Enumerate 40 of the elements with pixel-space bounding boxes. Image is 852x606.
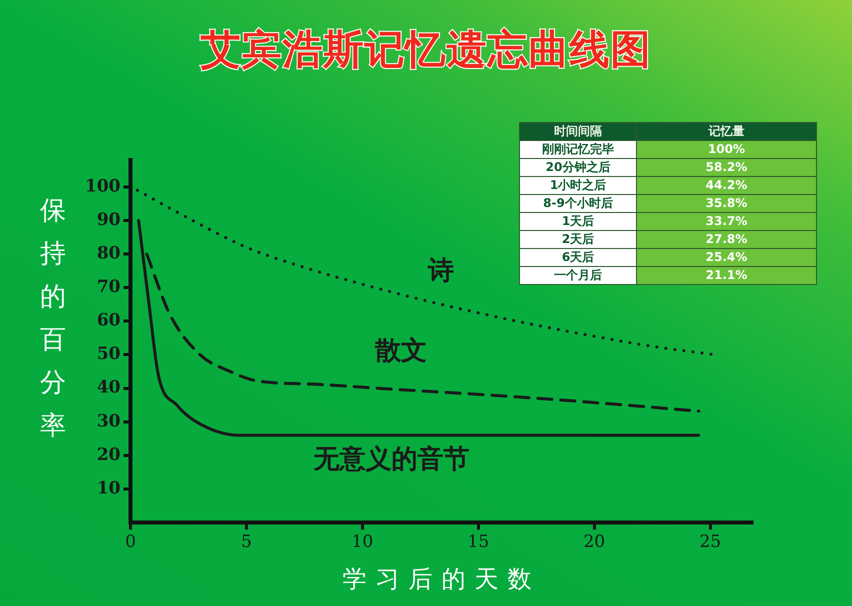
category-label: 8-9个小时后 [520,194,636,212]
text: 时间间隔 [520,122,636,140]
series-label: 散文 [374,336,427,366]
y-tick-label: 30 [96,411,121,432]
y-tick-label: 100 [84,176,121,196]
category-label: 20分钟之后 [520,158,636,176]
text: 33.7% [706,214,748,228]
text: 58.2% [706,160,748,174]
chart-title: 艾宾浩斯记忆遗忘曲线图 [200,26,652,75]
x-tick-label: 20 [583,532,606,552]
x-axis-title: 学习后的天数 [342,564,542,595]
y-tick-label: 90 [96,210,121,230]
category-label: 6天后 [520,248,636,266]
text: 25.4% [706,250,748,264]
x-tick-label: 15 [468,532,490,552]
category-label: 刚刚记忆完毕 [520,140,636,158]
x-tick-label: 10 [352,532,374,552]
series-label: 无意义的音节 [312,444,470,475]
category-label: 2天后 [520,230,636,248]
y-tick-label: 10 [96,478,121,498]
x-tick-label: 25 [699,532,722,552]
text: 44.2% [706,178,748,192]
y-tick-label: 20 [96,444,121,465]
text: 27.8% [706,232,748,246]
x-tick-label: 5 [241,532,252,552]
series-label: 诗 [427,256,454,286]
category-label: 1天后 [520,212,636,230]
category-label: 一个月后 [520,266,636,284]
text: 35.8% [706,196,748,210]
y-tick-label: 50 [96,344,121,364]
category-label: 1小时之后 [520,176,636,194]
text: 100% [708,142,746,156]
y-tick-label: 70 [96,277,121,298]
y-tick-label: 60 [96,310,121,331]
y-tick-label: 40 [96,378,121,398]
y-axis-title: 保持的百分率 [39,195,67,443]
y-tick-label: 80 [96,243,121,264]
x-tick-label: 0 [125,532,136,552]
text: 21.1% [706,268,748,282]
text: 记忆量 [636,122,816,140]
